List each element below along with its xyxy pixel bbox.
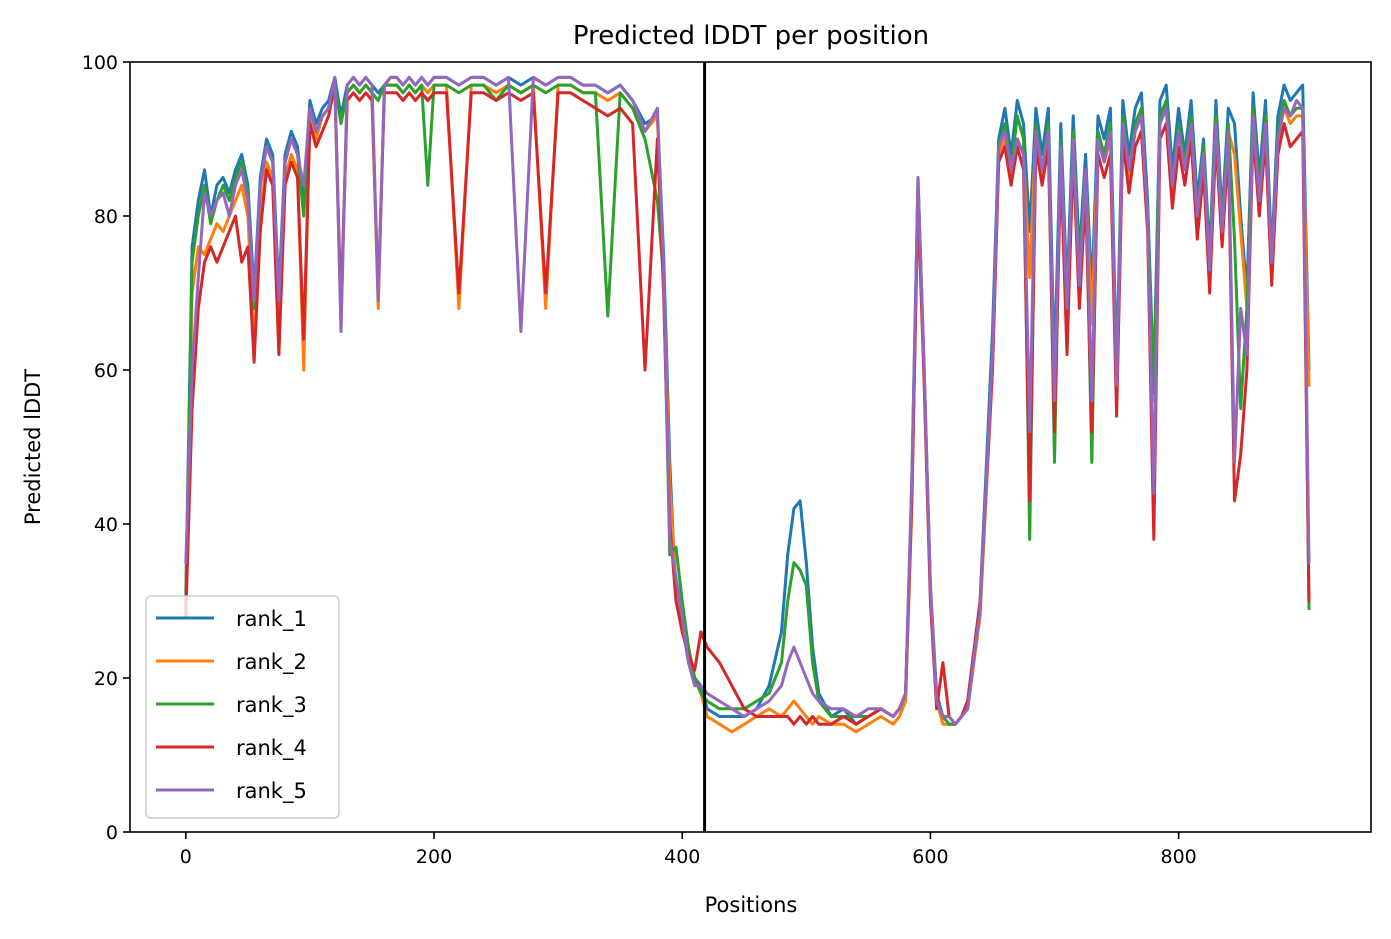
- series-line-rank_5: [184, 75, 1311, 726]
- x-tick-label: 800: [1161, 846, 1197, 868]
- series-layer: [184, 75, 1311, 734]
- y-axis-title: Predicted lDDT: [21, 369, 45, 525]
- legend-box: [145, 595, 340, 819]
- x-tick-label: 200: [416, 846, 452, 868]
- y-tick-label: 40: [94, 514, 118, 536]
- chart-title: Predicted lDDT per position: [573, 21, 929, 51]
- legend-label-rank_5: rank_5: [236, 779, 307, 804]
- y-tick-label: 60: [94, 360, 118, 382]
- y-tick-label: 20: [94, 668, 118, 690]
- x-axis: 0 200 400 600 800: [180, 832, 1197, 868]
- x-axis-title: Positions: [705, 893, 798, 917]
- legend-label-rank_2: rank_2: [236, 650, 307, 675]
- legend: rank_1 rank_2 rank_3 rank_4 rank_5: [145, 595, 340, 819]
- legend-label-rank_3: rank_3: [236, 693, 307, 718]
- plot-frame: [129, 61, 1372, 833]
- x-tick-label: 400: [664, 846, 700, 868]
- y-tick-label: 0: [106, 822, 118, 844]
- x-tick-label: 0: [180, 846, 192, 868]
- legend-label-rank_4: rank_4: [236, 736, 307, 761]
- legend-label-rank_1: rank_1: [236, 607, 307, 632]
- x-tick-label: 600: [912, 846, 948, 868]
- y-tick-label: 80: [94, 206, 118, 228]
- y-axis: 0 20 40 60 80 100: [82, 52, 130, 844]
- y-tick-label: 100: [82, 52, 118, 74]
